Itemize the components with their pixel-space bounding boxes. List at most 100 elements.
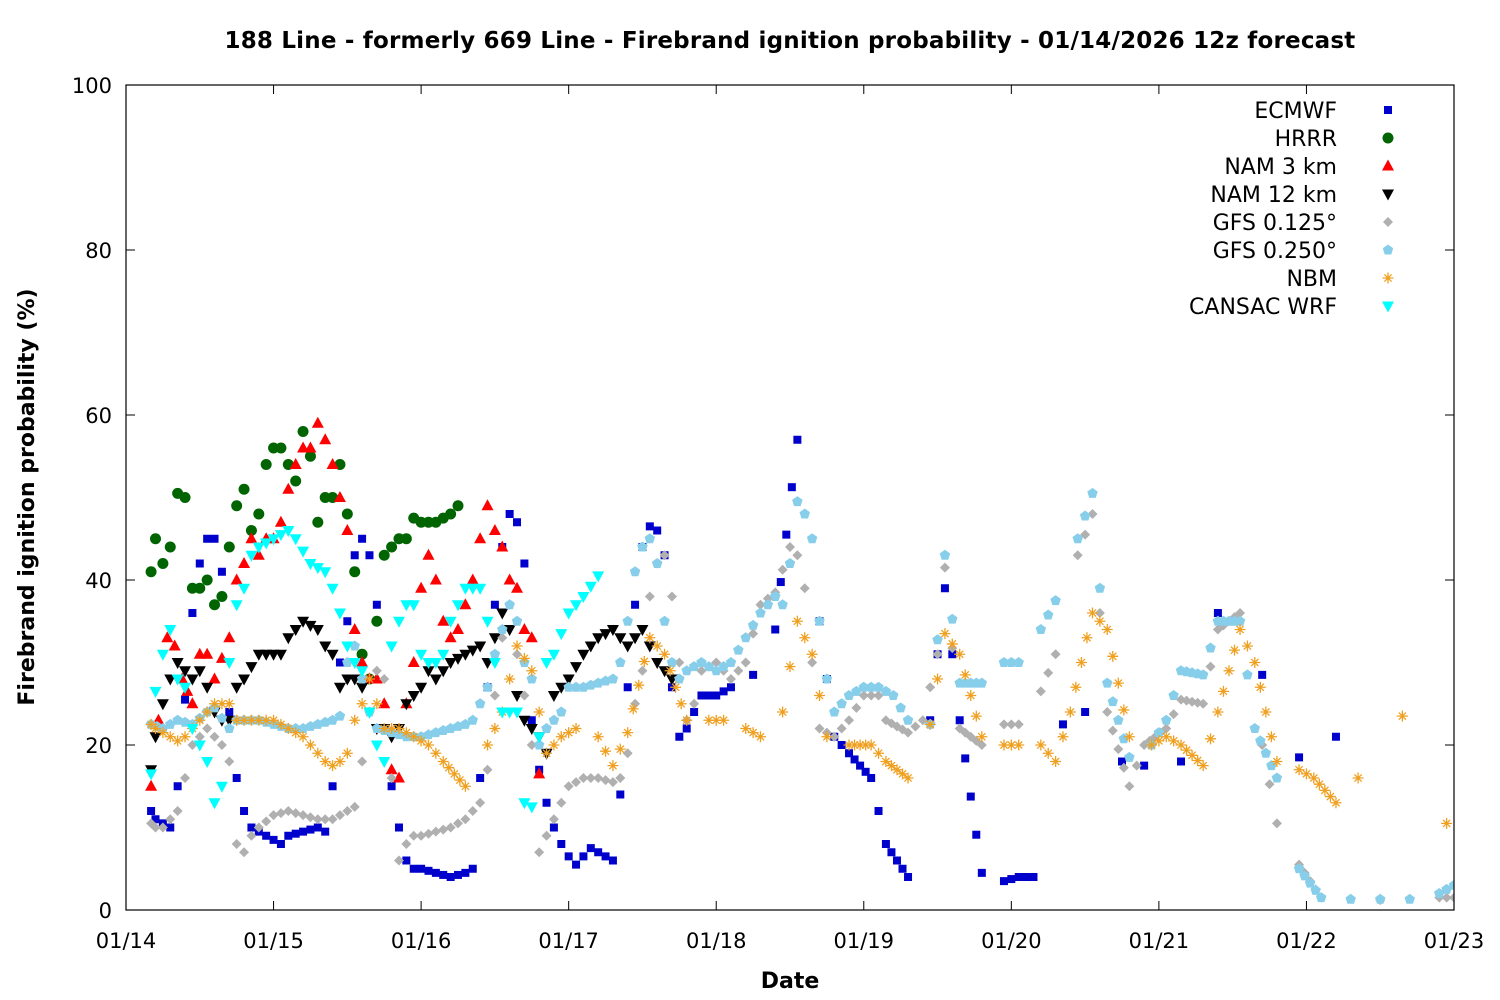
data-point [511,691,524,702]
data-point [518,715,531,727]
data-point [476,774,485,782]
data-point [274,530,287,542]
data-point [305,812,316,823]
data-point [415,581,428,593]
data-point [371,665,382,676]
legend-item: HRRR [1275,127,1394,152]
data-point [1101,624,1113,635]
data-point [238,674,251,686]
data-point [1441,883,1452,894]
data-point [1057,731,1069,743]
data-point [814,690,826,701]
legend-label: NAM 3 km [1224,155,1337,180]
data-point [645,522,654,531]
data-point [572,860,581,869]
data-point [247,823,256,832]
data-point [608,856,617,865]
data-point [519,690,530,701]
data-point [350,551,359,560]
data-point [866,690,877,701]
data-point [415,682,428,694]
y-tick-label: 80 [85,239,112,263]
data-point [496,540,509,552]
data-point [429,658,442,669]
data-point [1242,669,1253,680]
data-point [633,679,645,691]
data-point [216,712,228,723]
data-point [201,574,213,586]
data-point [623,683,632,692]
data-point [747,727,759,739]
data-point [1094,615,1106,627]
data-point [276,840,285,848]
data-point [304,450,316,462]
data-point [622,727,634,739]
data-point [865,681,877,692]
data-point [998,719,1009,730]
data-point [357,756,368,767]
legend-marker [1383,217,1393,227]
data-point [393,723,405,734]
data-point [171,658,184,669]
data-point [629,566,641,577]
data-point [836,698,847,709]
data-point [1205,642,1216,653]
data-point [644,591,655,602]
x-axis-title: Date [761,969,820,994]
data-point [260,714,272,726]
data-point [814,723,825,734]
data-point [1013,657,1024,667]
data-point [799,632,811,644]
data-point [171,674,184,686]
data-point [579,852,588,861]
data-point [149,686,162,698]
data-point [777,564,788,575]
data-point [400,699,413,711]
data-point [1013,739,1025,751]
data-point [1249,657,1261,668]
data-point [460,718,471,729]
data-point [1264,779,1275,790]
data-point [193,740,206,752]
data-point [372,600,381,609]
data-point [348,623,361,634]
data-point [157,822,168,833]
data-point [1260,747,1272,758]
data-point [186,674,199,686]
legend-marker [1382,189,1394,201]
data-point [429,573,442,585]
legend-label: GFS 0.125° [1213,211,1337,236]
data-point [924,718,936,730]
data-point [439,870,448,879]
data-point [284,831,293,840]
data-point [696,657,707,667]
data-point [341,641,354,653]
data-point [651,640,663,652]
data-point [740,632,751,643]
data-point [356,666,369,678]
data-point [217,567,226,576]
data-point [453,818,463,829]
data-point [703,714,715,726]
legend: ECMWF HRRR NAM 3 km NAM 12 km GFS 0.125° GFS … [1189,99,1394,320]
data-point [165,718,176,729]
data-point [504,673,516,685]
data-point [282,633,295,645]
data-point [466,573,479,585]
data-point [297,426,309,437]
data-point [1181,744,1193,756]
data-point [630,698,641,709]
x-tick-labels: 01/14 01/15 01/16 01/17 01/18 01/19 01/20 01/21… [96,929,1485,953]
data-point [755,607,766,618]
data-point [547,649,560,661]
data-point [1315,892,1327,903]
data-point [253,822,264,833]
data-point [858,681,870,692]
data-point [313,823,322,832]
data-point [1374,893,1386,904]
data-point [854,739,866,751]
data-point [481,499,494,511]
data-point [998,657,1010,667]
data-point [326,649,339,661]
data-point [335,658,344,667]
